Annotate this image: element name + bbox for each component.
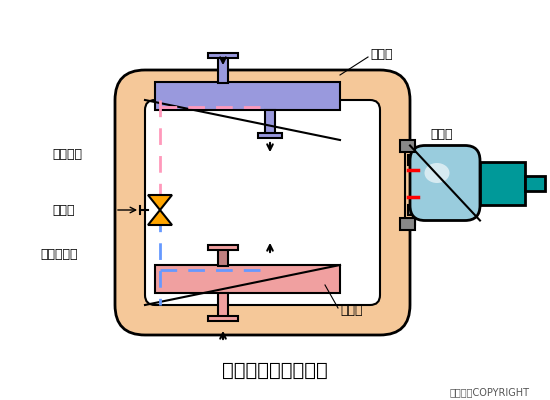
Ellipse shape bbox=[425, 163, 449, 183]
Bar bbox=[218, 55, 228, 83]
Text: 压缩机: 压缩机 bbox=[430, 128, 453, 142]
Text: 蒸气压缩式制冷系统: 蒸气压缩式制冷系统 bbox=[222, 360, 328, 380]
Polygon shape bbox=[148, 210, 172, 225]
Text: 膨胀阀: 膨胀阀 bbox=[52, 204, 74, 216]
Bar bbox=[400, 140, 415, 152]
Bar bbox=[408, 155, 423, 165]
Bar bbox=[218, 248, 228, 266]
Bar bbox=[265, 110, 275, 135]
Bar bbox=[208, 316, 238, 321]
Bar bbox=[208, 53, 238, 58]
Bar bbox=[405, 145, 415, 225]
Polygon shape bbox=[148, 195, 172, 210]
Bar bbox=[525, 176, 545, 191]
Bar bbox=[480, 162, 525, 205]
Text: 蒸发器: 蒸发器 bbox=[340, 304, 362, 316]
Text: 低压湿蒸气: 低压湿蒸气 bbox=[40, 248, 78, 262]
FancyBboxPatch shape bbox=[410, 146, 480, 220]
FancyBboxPatch shape bbox=[145, 100, 380, 305]
Bar bbox=[218, 293, 228, 318]
Bar bbox=[208, 245, 238, 250]
Bar bbox=[408, 205, 423, 215]
Bar bbox=[155, 265, 340, 293]
Bar bbox=[400, 218, 415, 230]
FancyBboxPatch shape bbox=[115, 70, 410, 335]
Text: 冷凝器: 冷凝器 bbox=[370, 48, 393, 62]
Text: 东方仿真COPYRIGHT: 东方仿真COPYRIGHT bbox=[450, 387, 530, 397]
Text: 高压液体: 高压液体 bbox=[52, 148, 82, 162]
Bar bbox=[258, 133, 282, 138]
Bar bbox=[155, 82, 340, 110]
